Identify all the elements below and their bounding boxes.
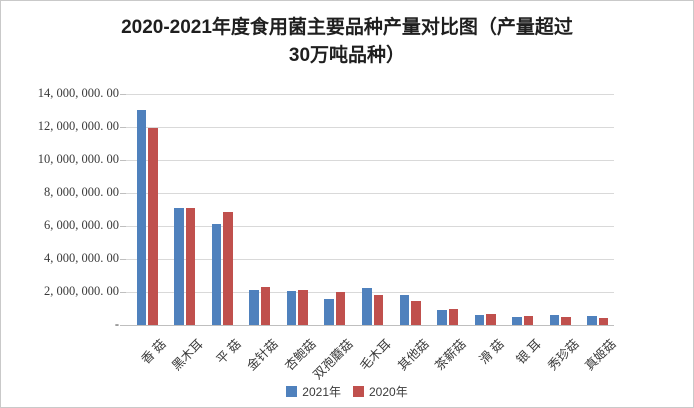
bar-2020年-滑菇: [486, 314, 496, 325]
y-axis-tick-label: 8, 000, 000. 00: [44, 185, 119, 199]
y-axis-tick: [120, 226, 126, 227]
y-axis-tick-label: -: [114, 317, 119, 331]
bar-2021年-秀珍菇: [549, 315, 560, 325]
bar-2021年-香菇: [136, 110, 147, 325]
x-axis-label-香菇: 香 菇: [138, 336, 169, 367]
legend-label-2020: 2020年: [369, 385, 408, 399]
bar-2020年-毛木耳: [373, 295, 383, 325]
y-axis-tick: [120, 160, 126, 161]
bar-2020年-黑木耳: [185, 208, 196, 325]
bar-2020年-香菇: [148, 128, 158, 325]
y-axis-tick-label: 10, 000, 000. 00: [37, 152, 119, 166]
y-axis-tick-label: 4, 000, 000. 00: [44, 251, 119, 265]
gridline: [126, 160, 614, 161]
y-axis-tick: [120, 127, 126, 128]
chart-title: 2020-2021年度食用菌主要品种产量对比图（产量超过30万吨品种）: [121, 17, 573, 66]
y-axis-tick-label: 14, 000, 000. 00: [37, 86, 119, 100]
x-axis-label-双孢蘑菇: 双孢蘑菇: [310, 336, 357, 383]
bar-2020年-其他菇: [411, 301, 421, 325]
x-axis-label-滑菇: 滑 菇: [476, 336, 507, 367]
x-axis-label-真姬菇: 真姬菇: [582, 336, 619, 374]
bar-2021年-茶薪菇: [437, 310, 447, 325]
legend-swatch-2021-icon: [286, 386, 298, 397]
x-axis-label-黑木耳: 黑木耳: [169, 336, 207, 374]
bar-2021年-滑菇: [474, 315, 485, 325]
gridline: [126, 127, 614, 128]
bar-2021年-平菇: [211, 224, 222, 325]
x-axis-label-其他菇: 其他菇: [394, 336, 432, 374]
bar-2021年-黑木耳: [174, 208, 184, 325]
legend-item-2020: 2020年: [353, 383, 408, 400]
bar-2021年-真姬菇: [587, 316, 597, 325]
bar-2020年-杏鲍菇: [298, 290, 308, 325]
y-axis-tick: [120, 193, 126, 194]
y-axis-tick: [120, 259, 126, 260]
legend-label-2021: 2021年: [302, 385, 341, 399]
legend: 2021年 2020年: [1, 383, 693, 400]
x-axis-line: [126, 325, 614, 326]
y-axis-tick: [120, 325, 126, 326]
y-axis-tick-label: 6, 000, 000. 00: [44, 218, 119, 232]
gridline: [126, 193, 614, 194]
y-axis-tick-label: 12, 000, 000. 00: [37, 119, 119, 133]
gridline: [126, 259, 614, 260]
bar-2020年-秀珍菇: [561, 317, 571, 325]
bar-2021年-毛木耳: [362, 288, 372, 325]
x-axis-label-银耳: 银 耳: [513, 336, 544, 367]
bar-2020年-茶薪菇: [448, 309, 459, 325]
gridline: [126, 94, 614, 95]
bar-2020年-银耳: [523, 316, 534, 325]
x-axis-label-毛木耳: 毛木耳: [357, 336, 394, 374]
bar-2021年-双孢蘑菇: [324, 299, 334, 325]
bar-2020年-双孢蘑菇: [335, 292, 346, 325]
bar-2020年-金针菇: [260, 287, 271, 325]
bar-2021年-金针菇: [249, 290, 259, 325]
gridline: [126, 226, 614, 227]
y-axis-tick: [120, 94, 126, 95]
legend-swatch-2020-icon: [353, 386, 364, 397]
x-axis-label-金针菇: 金针菇: [244, 336, 282, 374]
bar-2020年-平菇: [223, 212, 233, 325]
bar-2021年-其他菇: [399, 295, 410, 325]
bar-2021年-杏鲍菇: [286, 291, 297, 325]
bar-2020年-真姬菇: [598, 318, 609, 325]
x-axis-label-秀珍菇: 秀珍菇: [544, 336, 582, 374]
bar-2021年-银耳: [512, 317, 522, 325]
legend-item-2021: 2021年: [286, 383, 341, 400]
x-axis-label-茶薪菇: 茶薪菇: [432, 336, 469, 374]
y-axis-tick-label: 2, 000, 000. 00: [44, 284, 119, 298]
x-axis-label-平菇: 平 菇: [213, 336, 244, 367]
y-axis-tick: [120, 292, 126, 293]
